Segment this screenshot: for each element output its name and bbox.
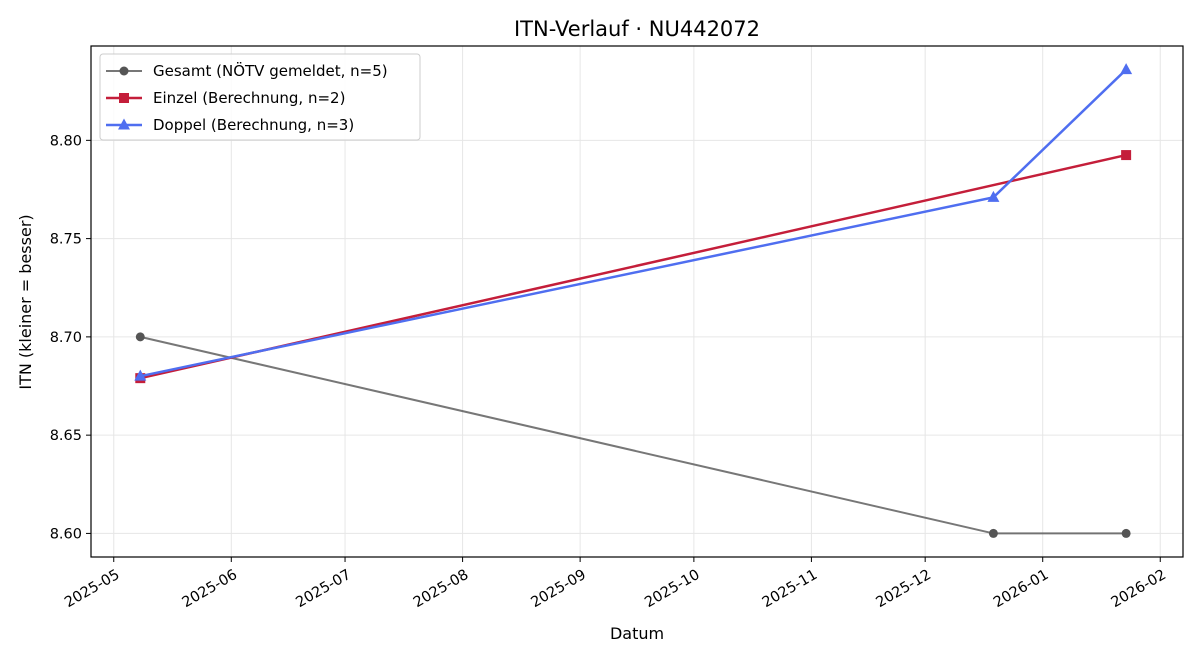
series-2-point — [1120, 63, 1133, 75]
legend-marker — [118, 118, 130, 130]
x-tick-label: 2025-05 — [62, 567, 122, 611]
x-tick-label: 2025-12 — [873, 567, 933, 611]
x-tick-label: 2025-10 — [642, 567, 702, 611]
legend-marker — [119, 66, 129, 76]
x-tick-label: 2026-02 — [1109, 567, 1169, 611]
legend-item-0: Gesamt (NÖTV gemeldet, n=5) — [106, 61, 388, 80]
legend-marker — [119, 93, 129, 103]
y-axis-ticks: 8.60 8.65 8.70 8.75 8.80 — [50, 133, 91, 542]
series-0-point — [988, 528, 998, 538]
x-tick-label: 2025-09 — [528, 567, 588, 611]
y-tick-label: 8.75 — [50, 232, 82, 248]
x-axis-label: Datum — [610, 624, 664, 643]
x-tick-label: 2025-08 — [411, 567, 471, 611]
x-tick-label: 2025-07 — [293, 567, 353, 611]
series-2 — [134, 63, 1133, 381]
x-axis-ticks: 2025-05 2025-06 2025-07 2025-08 2025-09 2025-… — [62, 557, 1169, 611]
legend-label: Gesamt (NÖTV gemeldet, n=5) — [153, 61, 388, 80]
y-tick-label: 8.80 — [50, 133, 82, 149]
series-0-point — [135, 332, 145, 342]
series-1-point — [1121, 150, 1132, 161]
plot-area — [90, 45, 1184, 558]
x-tick-label: 2025-11 — [760, 567, 820, 611]
chart-title: ITN-Verlauf · NU442072 — [514, 17, 760, 41]
x-tick-label: 2025-06 — [180, 567, 240, 611]
x-tick-label: 2026-01 — [991, 567, 1051, 611]
y-tick-label: 8.60 — [50, 526, 82, 542]
series-2-point — [987, 190, 1000, 202]
legend-box — [99, 53, 421, 141]
legend-label: Einzel (Berechnung, n=2) — [153, 89, 345, 107]
y-axis-label: ITN (kleiner = besser) — [16, 214, 35, 389]
y-tick-label: 8.65 — [50, 428, 82, 444]
grid-lines — [91, 46, 1183, 557]
series-0-point — [1121, 528, 1131, 538]
legend: Gesamt (NÖTV gemeldet, n=5) Einzel (Berec… — [99, 53, 421, 141]
series-layer — [134, 63, 1133, 538]
legend-label: Doppel (Berechnung, n=3) — [153, 116, 354, 134]
series-0 — [135, 332, 1131, 538]
y-tick-label: 8.70 — [50, 330, 82, 346]
series-1 — [135, 150, 1132, 384]
series-2-point — [134, 369, 147, 381]
legend-item-1: Einzel (Berechnung, n=2) — [106, 89, 345, 107]
legend-item-2: Doppel (Berechnung, n=3) — [106, 116, 354, 134]
